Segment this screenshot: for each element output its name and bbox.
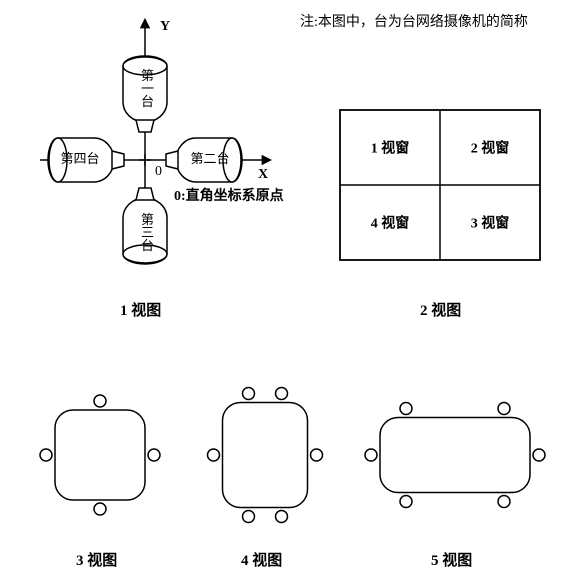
view-caption: 4 视图 [241, 551, 282, 569]
view-1: X Y 0 0:直角坐标系原点 第一台第二台第三台 第四台 1 视图 [40, 19, 284, 319]
note-text: 注:本图中，台为台网络摄像机的简称 [300, 13, 528, 30]
view-2: 1 视窗 2 视窗 4 视窗 3 视窗 2 视图 [340, 110, 540, 319]
camera-label: 第三台 [139, 213, 154, 252]
camera-label: 第四台 [60, 151, 99, 166]
node-circle [400, 403, 412, 415]
camera-icon: 第二台 [166, 138, 242, 182]
origin-note: 0:直角坐标系原点 [174, 187, 284, 204]
node-circle [400, 496, 412, 508]
view-caption: 1 视图 [120, 301, 161, 319]
node-circle [533, 449, 545, 461]
view-5: 5 视图 [365, 403, 545, 570]
view-3: 3 视图 [40, 395, 160, 569]
node-circle [498, 496, 510, 508]
view-4: 4 视图 [208, 388, 323, 570]
node-circle [276, 511, 288, 523]
node-circle [365, 449, 377, 461]
node-circle [243, 388, 255, 400]
node-circle [208, 449, 220, 461]
view-caption: 3 视图 [76, 551, 117, 569]
camera-label: 第一台 [139, 69, 154, 108]
shape-rect [223, 403, 308, 508]
grid-cell-label: 3 视窗 [471, 215, 510, 232]
node-circle [94, 503, 106, 515]
camera-icon: 第一台 [123, 56, 167, 132]
shape-rect [380, 418, 530, 493]
node-circle [94, 395, 106, 407]
grid-cell-label: 1 视窗 [371, 140, 410, 157]
camera-icon: 第三台 [123, 188, 167, 264]
grid-cell-label: 2 视窗 [471, 140, 510, 157]
x-axis-label: X [258, 167, 268, 182]
grid-cell-label: 4 视窗 [371, 215, 410, 232]
node-circle [498, 403, 510, 415]
node-circle [148, 449, 160, 461]
y-axis-label: Y [160, 19, 170, 34]
shape-rect [55, 410, 145, 500]
node-circle [311, 449, 323, 461]
camera-label: 第二台 [190, 151, 229, 166]
node-circle [276, 388, 288, 400]
camera-icon: 第四台 [48, 138, 124, 182]
origin-label: 0 [155, 164, 162, 179]
node-circle [40, 449, 52, 461]
view-caption: 5 视图 [431, 551, 472, 569]
node-circle [243, 511, 255, 523]
view-caption: 2 视图 [420, 301, 461, 319]
